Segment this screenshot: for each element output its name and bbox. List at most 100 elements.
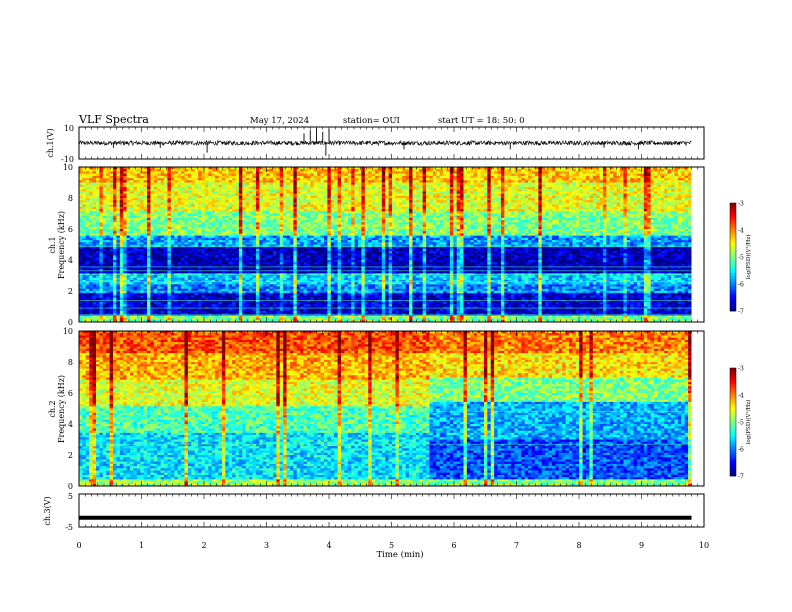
- spectrogram-cell: [276, 171, 281, 174]
- spectrogram-cell: [167, 244, 172, 248]
- spectrogram-cell: [143, 293, 148, 296]
- spectrogram-cell: [143, 204, 148, 208]
- spectrogram-cell: [306, 275, 311, 279]
- spectrogram-cell: [303, 206, 308, 210]
- spectrogram-cell: [96, 260, 100, 263]
- spectrogram-cell: [283, 304, 287, 307]
- spectrogram-cell: [303, 213, 308, 217]
- spectrogram-cell: [123, 206, 127, 210]
- spectrogram-cell: [293, 255, 298, 259]
- spectrogram-cell: [167, 178, 172, 181]
- spectrogram-cell: [249, 277, 253, 281]
- spectrogram-cell: [283, 191, 287, 194]
- spectrogram-cell: [262, 264, 267, 267]
- spectrogram-cell: [276, 302, 281, 305]
- spectrogram-cell: [276, 255, 281, 259]
- spectrogram-cell: [215, 319, 219, 322]
- spectrogram-cell: [130, 222, 134, 225]
- spectrogram-cell: [119, 173, 124, 177]
- spectrogram-cell: [99, 237, 104, 241]
- spectrogram-cell: [79, 295, 83, 298]
- spectrogram-cell: [259, 204, 264, 208]
- spectrogram-cell: [92, 231, 97, 234]
- spectrogram-cell: [272, 315, 277, 318]
- spectrogram-cell: [289, 291, 294, 294]
- spectrogram-cell: [272, 268, 277, 272]
- spectrogram-cell: [272, 253, 277, 256]
- spectrogram-cell: [218, 268, 223, 272]
- spectrogram-cell: [109, 291, 114, 294]
- spectrogram-cell: [235, 293, 240, 296]
- spectrogram-cell: [116, 293, 121, 296]
- spectrogram-cell: [82, 286, 87, 290]
- spectrogram-cell: [201, 226, 206, 230]
- spectrogram-cell: [147, 184, 151, 188]
- spectrogram-cell: [259, 182, 264, 186]
- spectrogram-cell: [293, 226, 298, 230]
- spectrogram-cell: [208, 268, 213, 272]
- spectrogram-cell: [289, 224, 294, 228]
- spectrogram-cell: [102, 226, 107, 230]
- spectrogram-cell: [147, 310, 151, 314]
- spectrogram-cell: [170, 257, 175, 261]
- spectrogram-cell: [106, 169, 110, 172]
- spectrogram-cell: [85, 282, 90, 285]
- spectrogram-cell: [249, 302, 253, 305]
- spectrogram-cell: [242, 271, 247, 274]
- spectrogram-cell: [262, 308, 267, 312]
- spectrogram-cell: [150, 315, 155, 318]
- spectrogram-cell: [150, 200, 155, 203]
- spectrogram-cell: [242, 317, 247, 321]
- spectrogram-cell: [259, 231, 264, 234]
- spectrogram-cell: [177, 319, 182, 322]
- spectrogram-cell: [198, 286, 202, 290]
- spectrogram-cell: [187, 266, 192, 270]
- spectrogram-cell: [119, 209, 124, 212]
- spectrogram-cell: [249, 315, 253, 318]
- spectrogram-cell: [89, 182, 93, 186]
- spectrogram-cell: [167, 242, 172, 245]
- spectrogram-cell: [92, 171, 97, 174]
- spectrogram-cell: [89, 255, 93, 259]
- spectrogram-cell: [232, 175, 236, 179]
- spectrogram-cell: [279, 180, 284, 183]
- spectrogram-cell: [289, 215, 294, 219]
- spectrogram-cell: [194, 180, 199, 183]
- spectrogram-cell: [286, 293, 291, 296]
- spectrogram-cell: [126, 310, 131, 314]
- spectrogram-cell: [245, 295, 250, 298]
- spectrogram-cell: [140, 302, 144, 305]
- spectrogram-cell: [228, 253, 233, 256]
- spectrogram-cell: [266, 304, 270, 307]
- spectrogram-cell: [150, 233, 155, 236]
- spectrogram-cell: [276, 240, 281, 243]
- spectrogram-cell: [252, 191, 257, 194]
- spectrogram-cell: [201, 173, 206, 177]
- spectrogram-cell: [170, 191, 175, 194]
- spectrogram-cell: [187, 295, 192, 298]
- spectrogram-cell: [92, 257, 97, 261]
- spectrogram-cell: [249, 222, 253, 225]
- spectrogram-cell: [255, 222, 260, 225]
- spectrogram-cell: [136, 295, 141, 298]
- spectrogram-cell: [82, 268, 87, 272]
- spectrogram-cell: [126, 209, 131, 212]
- spectrogram-cell: [170, 235, 175, 239]
- spectrogram-cell: [99, 251, 104, 254]
- spectrogram-cell: [204, 198, 209, 201]
- spectrogram-cell: [109, 180, 114, 183]
- spectrogram-cell: [181, 277, 185, 281]
- spectrogram-cell: [167, 204, 172, 208]
- spectrogram-cell: [269, 175, 274, 179]
- spectrogram-cell: [225, 167, 230, 170]
- spectrogram-cell: [116, 262, 121, 265]
- spectrogram-cell: [150, 240, 155, 243]
- spectrogram-cell: [184, 220, 189, 223]
- spectrogram-cell: [187, 209, 192, 212]
- spectrogram-cell: [286, 237, 291, 241]
- spectrogram-cell: [167, 279, 172, 283]
- spectrogram-cell: [123, 304, 127, 307]
- spectrogram-cell: [235, 200, 240, 203]
- spectrogram-cell: [235, 279, 240, 283]
- spectrogram-cell: [99, 242, 104, 245]
